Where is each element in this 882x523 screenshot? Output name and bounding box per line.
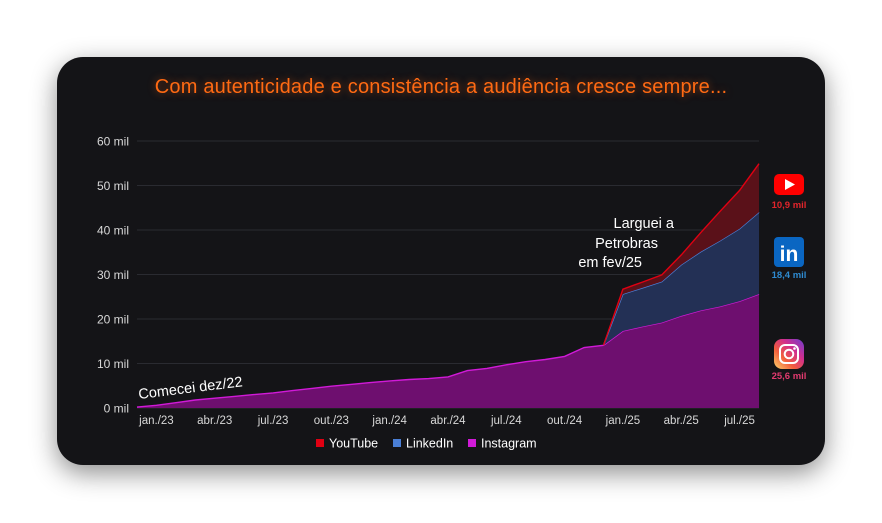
linkedin-icon <box>774 237 804 267</box>
instagram-icon-frame <box>779 344 799 364</box>
y-tick-label: 10 mil <box>97 357 129 371</box>
y-tick-label: 0 mil <box>104 402 129 416</box>
x-tick-label: out./24 <box>547 415 583 427</box>
legend-label-youtube: YouTube <box>329 437 378 451</box>
legend-swatch-youtube <box>316 439 324 447</box>
youtube-value: 10,9 mil <box>772 200 807 211</box>
youtube-badge: 10,9 mil <box>772 174 807 211</box>
linkedin-value: 18,4 mil <box>772 270 807 281</box>
x-tick-label: jan./23 <box>138 415 174 427</box>
y-tick-label: 20 mil <box>97 313 129 327</box>
x-tick-label: abr./25 <box>664 415 699 427</box>
play-icon <box>785 179 795 190</box>
area-instagram <box>137 294 759 408</box>
x-tick-label: out./23 <box>314 415 349 427</box>
legend: YouTube LinkedIn Instagram <box>316 437 537 451</box>
y-tick-label: 50 mil <box>97 179 129 193</box>
area-linkedin <box>137 212 759 408</box>
y-axis: 0 mil 10 mil 20 mil 30 mil 40 mil 50 mil 60 mi… <box>97 135 129 416</box>
y-tick-label: 40 mil <box>97 224 129 238</box>
x-tick-label: abr./23 <box>197 415 232 427</box>
chart-title: Com autenticidade e consistência a audiê… <box>154 76 728 98</box>
instagram-icon-lens <box>783 348 795 360</box>
x-tick-label: jan./24 <box>371 415 407 427</box>
linkedin-badge: in 18,4 mil <box>772 237 807 281</box>
x-tick-label: abr./24 <box>430 415 466 427</box>
linkedin-logo-glyph: in <box>780 243 799 266</box>
instagram-icon-dot <box>793 347 796 350</box>
y-tick-label: 30 mil <box>97 268 129 282</box>
x-tick-label: jul./24 <box>490 415 522 427</box>
series-areas <box>136 163 760 408</box>
y-tick-label: 60 mil <box>97 135 129 149</box>
legend-label-linkedin: LinkedIn <box>406 437 453 451</box>
legend-label-instagram: Instagram <box>481 437 537 451</box>
line-youtube <box>602 163 760 346</box>
instagram-value: 25,6 mil <box>772 371 807 382</box>
legend-swatch-linkedin <box>393 439 401 447</box>
annotation-petrobras-line3: em fev/25 <box>578 255 642 271</box>
x-tick-label: jul./23 <box>257 415 289 427</box>
instagram-badge: 25,6 mil <box>772 339 807 382</box>
annotation-petrobras-line1: Larguei a <box>614 216 675 232</box>
annotation-petrobras-line2: Petrobras <box>595 236 658 252</box>
x-tick-label: jan./25 <box>605 415 641 427</box>
x-axis: jan./23 abr./23 jul./23 out./23 jan./24 abr./… <box>138 415 755 427</box>
x-tick-label: jul./25 <box>723 415 755 427</box>
legend-swatch-instagram <box>468 439 476 447</box>
instagram-icon <box>774 339 804 369</box>
